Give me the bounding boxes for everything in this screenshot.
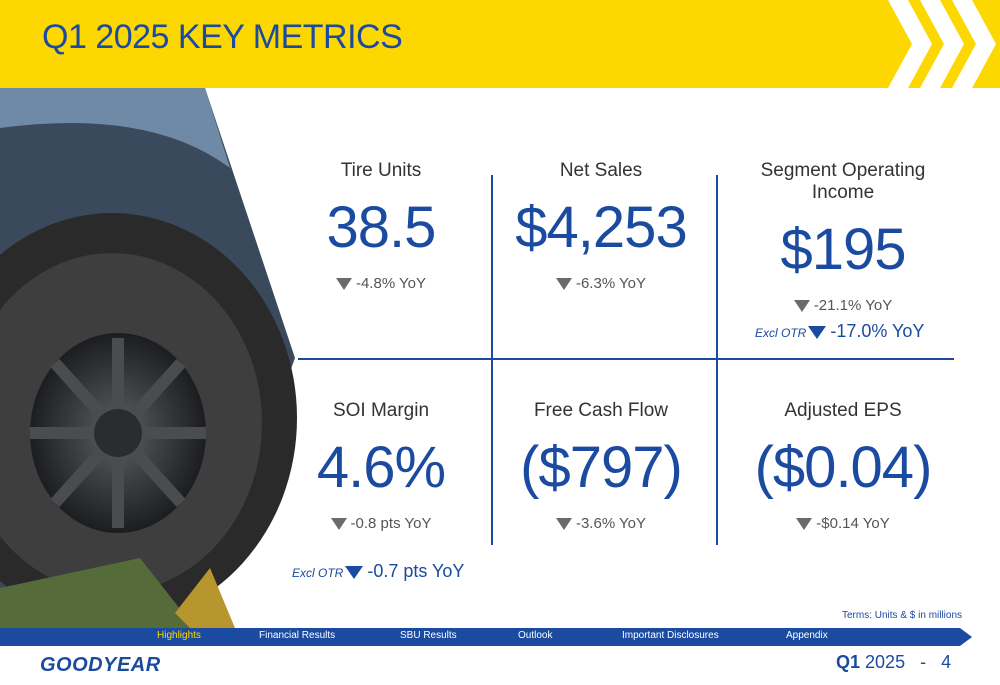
metric-value: 38.5 [326,195,437,260]
metric-excl-otr: Excl OTR -0.7 pts YoY [292,561,464,582]
metric-net-sales: Net Sales $4,253 -6.3% YoY [492,160,710,292]
down-triangle-icon [808,325,827,339]
metric-value: 4.6% [316,435,446,500]
metric-value: ($0.04) [754,435,933,500]
page-title: Q1 2025 KEY METRICS [42,18,403,56]
metric-change: -4.8% YoY [272,275,490,292]
metric-segment-operating-income: Segment Operating Income $195 -21.1% YoY [727,160,959,314]
tire-photo [0,88,297,628]
quarter-label: Q1 [836,652,861,672]
metric-free-cash-flow: Free Cash Flow ($797) -3.6% YoY [492,400,710,532]
header-banner [0,0,1000,88]
excl-otr-tag: Excl OTR [292,566,344,580]
year-label: 2025 [865,652,906,672]
nav-arrow-icon [960,628,972,646]
metric-label: SOI Margin [332,400,430,421]
page-number: 4 [941,652,952,672]
metric-change: -$0.14 YoY [727,515,959,532]
metric-label: Free Cash Flow [533,400,669,421]
down-triangle-icon [555,278,572,291]
metric-change: -0.8 pts YoY [272,515,490,532]
page-separator: - [920,652,927,672]
nav-item-appendix[interactable]: Appendix [786,630,828,641]
down-triangle-icon [345,565,364,579]
metric-label: Net Sales [559,160,643,181]
nav-item-financial-results[interactable]: Financial Results [259,630,336,641]
metric-label: Segment Operating Income [760,160,926,203]
excl-otr-tag: Excl OTR [755,326,807,340]
nav-item-highlights[interactable]: Highlights [157,630,201,641]
grid-divider-vertical [491,175,493,545]
excl-otr-change: -0.7 pts YoY [367,561,465,581]
nav-item-sbu-results[interactable]: SBU Results [400,630,457,641]
metric-soi-margin: SOI Margin 4.6% -0.8 pts YoY [272,400,490,532]
down-triangle-icon [796,518,813,531]
metric-label: Adjusted EPS [784,400,902,421]
down-triangle-icon [793,300,810,313]
metric-excl-otr: Excl OTR -17.0% YoY [755,321,924,342]
metric-value: $195 [780,217,906,282]
chevron-decoration-icon [888,0,996,88]
metric-value: $4,253 [515,195,687,260]
metric-adjusted-eps: Adjusted EPS ($0.04) -$0.14 YoY [727,400,959,532]
metric-change: -3.6% YoY [492,515,710,532]
goodyear-logo: GOODYEAR [40,654,161,676]
metric-change: -21.1% YoY [727,297,959,314]
down-triangle-icon [555,518,572,531]
page-indicator: Q1 2025 - 4 [836,652,951,673]
section-nav-bar [0,628,960,646]
grid-divider-horizontal [298,358,954,360]
metric-label: Tire Units [340,160,422,181]
down-triangle-icon [330,518,347,531]
metric-value: ($797) [520,435,683,500]
nav-item-important-disclosures[interactable]: Important Disclosures [622,630,719,641]
metric-change: -6.3% YoY [492,275,710,292]
excl-otr-change: -17.0% YoY [830,321,925,341]
down-triangle-icon [335,278,352,291]
nav-item-outlook[interactable]: Outlook [518,630,553,641]
grid-divider-vertical [716,175,718,545]
metric-tire-units: Tire Units 38.5 -4.8% YoY [272,160,490,292]
terms-note: Terms: Units & $ in millions [842,610,963,621]
